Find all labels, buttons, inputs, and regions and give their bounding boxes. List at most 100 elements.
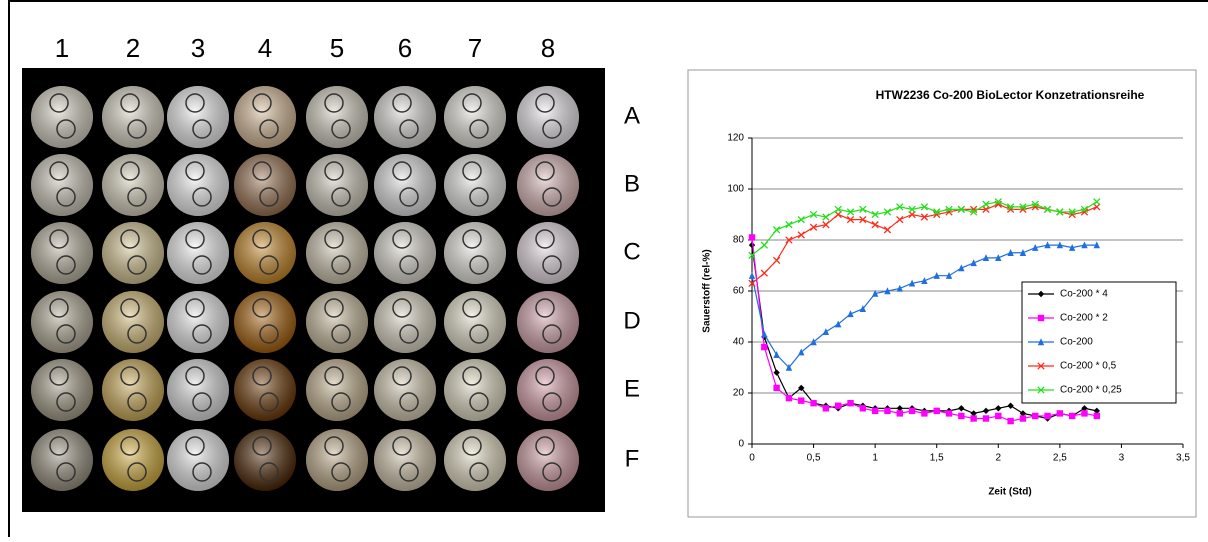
marker [982, 254, 990, 262]
well-ring [331, 255, 351, 275]
marker [1068, 412, 1076, 420]
well-ring [120, 93, 140, 113]
well-ring [324, 161, 344, 181]
well-ring [192, 255, 212, 275]
marker [1037, 386, 1045, 394]
marker [1056, 410, 1064, 417]
well-shade [102, 86, 164, 148]
marker [970, 259, 977, 267]
y-tick-label: 60 [733, 286, 745, 297]
marker [982, 407, 990, 415]
marker [748, 272, 756, 279]
marker [1068, 243, 1076, 251]
marker [1019, 410, 1027, 417]
well-shade [102, 429, 164, 491]
marker [896, 405, 903, 412]
marker [908, 407, 916, 415]
well-ring [469, 324, 489, 344]
legend-label: Co-200 * 0,5 [1060, 361, 1117, 372]
well-shade [234, 359, 296, 421]
well-ring [399, 324, 419, 344]
y-tick-label: 20 [733, 388, 745, 399]
well-ring [252, 229, 272, 249]
well-ring [392, 298, 412, 318]
column-label: 4 [258, 33, 272, 63]
marker [748, 251, 756, 259]
well-ring [185, 436, 205, 456]
marker [1056, 208, 1064, 216]
row-label: F [625, 445, 640, 472]
marker [970, 410, 977, 417]
marker [982, 415, 990, 422]
well-ring [469, 462, 489, 482]
well-ring [252, 436, 272, 456]
well-shade [167, 429, 229, 491]
well-ring [535, 161, 555, 181]
well-ring [392, 161, 412, 181]
marker [884, 407, 891, 415]
well-shade [31, 359, 93, 421]
well-shade [306, 222, 368, 284]
marker [995, 412, 1002, 420]
marker [822, 221, 830, 229]
marker [896, 284, 903, 292]
marker [896, 410, 903, 417]
well-ring [399, 119, 419, 139]
well-ring [399, 255, 419, 275]
well-ring [120, 229, 140, 249]
well-ring [469, 255, 489, 275]
marker [760, 269, 768, 277]
well-shade [517, 154, 579, 216]
well-ring [535, 298, 555, 318]
well-ring [462, 229, 482, 249]
marker [920, 213, 929, 221]
well-shade [102, 154, 164, 216]
well-ring [542, 187, 562, 207]
well-shade [444, 429, 506, 491]
well-ring [324, 366, 344, 386]
row-label: C [623, 238, 640, 265]
column-label: 8 [541, 33, 555, 63]
marker [933, 407, 940, 415]
well-shade [167, 154, 229, 216]
well-ring [192, 119, 212, 139]
well-ring [324, 93, 344, 113]
marker [921, 277, 928, 284]
well-ring [185, 161, 205, 181]
well-shade [31, 86, 93, 148]
well-ring [399, 462, 419, 482]
y-tick-label: 80 [733, 235, 745, 246]
well-ring [127, 324, 147, 344]
marker [871, 289, 879, 297]
well-ring [331, 462, 351, 482]
well-shade [234, 86, 296, 148]
well-ring [56, 462, 76, 482]
marker [933, 272, 940, 279]
column-label: 3 [191, 33, 205, 63]
column-label: 2 [126, 33, 140, 63]
marker [945, 205, 953, 214]
well-ring [56, 392, 76, 412]
well-ring [331, 187, 351, 207]
well-shade [517, 291, 579, 353]
well-ring [542, 255, 562, 275]
chart-title: HTW2236 Co-200 BioLector Konzetrationsre… [876, 88, 1145, 102]
well-ring [469, 392, 489, 412]
well-ring [185, 229, 205, 249]
well-shade [306, 154, 368, 216]
well-ring [185, 93, 205, 113]
marker [969, 208, 978, 216]
marker [859, 305, 867, 313]
well-shade [306, 86, 368, 148]
well-shade [374, 154, 436, 216]
well-ring [331, 392, 351, 412]
marker [1032, 243, 1039, 251]
well-shade [234, 291, 296, 353]
marker [1093, 241, 1100, 249]
well-ring [56, 324, 76, 344]
well-ring [324, 436, 344, 456]
x-tick-label: 3,5 [1176, 453, 1190, 464]
well-shade [31, 154, 93, 216]
